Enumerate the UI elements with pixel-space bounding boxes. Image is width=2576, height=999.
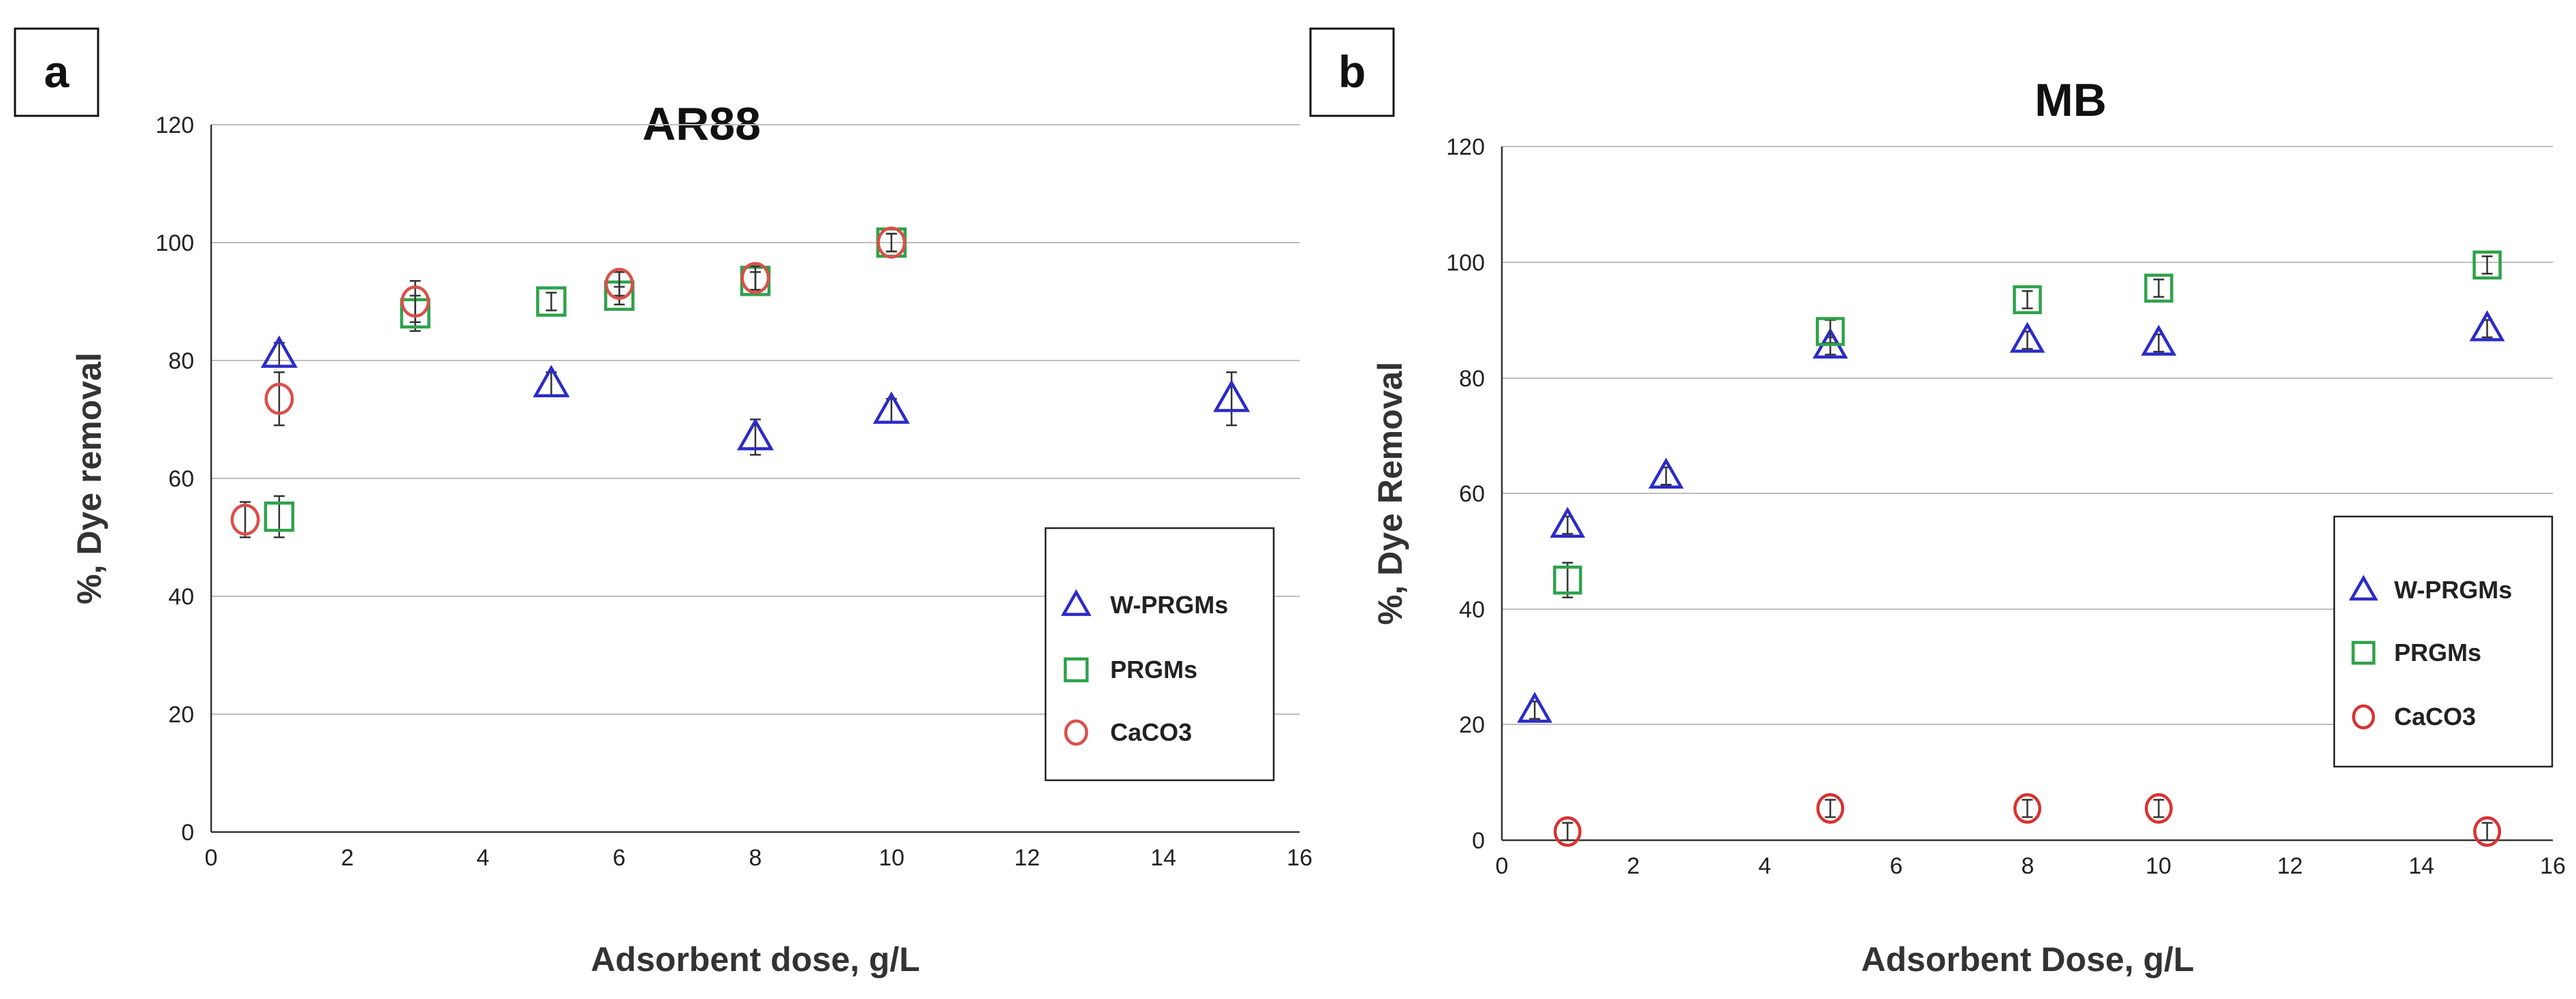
panel-b-y-tick: 60 <box>1459 481 1485 507</box>
data-point-caco3 <box>2013 793 2041 824</box>
data-point-w-prgms <box>2141 324 2177 356</box>
panel-a-y-axis-title: %, Dye removal <box>70 352 108 604</box>
panel-b-data-marks <box>1517 250 2505 847</box>
legend-marker-caco3 <box>2352 704 2375 730</box>
legend-marker-prgms <box>1063 657 1089 683</box>
panel-b-x-tick: 12 <box>2277 853 2303 879</box>
panel-b-label: b <box>1338 46 1366 97</box>
data-point-prgms <box>2472 250 2502 280</box>
data-point-w-prgms <box>2469 310 2505 341</box>
panel-a-y-tick: 20 <box>168 702 194 728</box>
panel-a-x-tick: 6 <box>613 845 626 871</box>
panel-a-x-tick: 16 <box>1287 845 1313 871</box>
panel-b-legend: W-PRGMs PRGMs CaCO3 <box>2333 515 2554 768</box>
panel-b-y-tick: 120 <box>1446 134 1485 160</box>
panel-b-title: MB <box>2035 74 2107 126</box>
panel-b-x-tick: 4 <box>1759 853 1772 879</box>
data-point-caco3 <box>264 382 294 415</box>
panel-a-y-tick: 80 <box>168 348 194 374</box>
data-point-w-prgms <box>2009 322 2045 353</box>
panel-a-y-tick: 100 <box>155 230 194 256</box>
legend-marker-w-prgms <box>2349 574 2378 601</box>
panel-a-x-tick: 2 <box>341 845 354 871</box>
panel-b-y-tick: 40 <box>1459 597 1485 623</box>
panel-b-y-axis-title: %, Dye Removal <box>1371 362 1409 625</box>
panel-b-gridlines <box>1502 146 2553 725</box>
data-point-w-prgms <box>260 335 298 368</box>
panel-a-x-tick: 8 <box>749 845 762 871</box>
data-point-caco3 <box>230 504 260 536</box>
panel-b-y-tick: 100 <box>1446 250 1485 276</box>
panel-b-y-tick: 0 <box>1472 828 1485 854</box>
data-point-w-prgms <box>1648 457 1684 489</box>
legend-label-w-prgms: W-PRGMs <box>1110 591 1228 619</box>
data-point-w-prgms <box>533 365 570 397</box>
panel-b-y-tick: 20 <box>1459 712 1485 738</box>
panel-a: a AR88 0 2 4 6 8 10 12 14 16 0 20 40 60 … <box>14 27 1313 979</box>
legend-marker-w-prgms <box>1061 589 1092 616</box>
data-point-caco3 <box>400 286 430 318</box>
panel-a-x-tick: 4 <box>477 845 490 871</box>
data-point-w-prgms <box>1517 692 1553 723</box>
data-point-caco3 <box>1816 793 1844 824</box>
legend-marker-prgms <box>2351 641 2376 665</box>
panel-a-legend: W-PRGMs PRGMs CaCO3 <box>1044 527 1275 782</box>
legend-swatch-prgms <box>1063 657 1089 683</box>
data-point-caco3 <box>604 268 634 300</box>
panel-b: b MB 0 2 4 6 8 10 12 14 16 0 20 40 60 80… <box>1309 27 2566 979</box>
legend-label-prgms: PRGMs <box>2394 639 2481 666</box>
data-point-prgms <box>2013 285 2042 315</box>
panel-b-x-tick: 10 <box>2146 853 2171 879</box>
panel-b-x-tick: 14 <box>2408 853 2434 879</box>
data-point-w-prgms <box>736 418 774 450</box>
legend-label-caco3: CaCO3 <box>2394 703 2476 731</box>
data-point-w-prgms <box>1550 506 1586 538</box>
panel-a-x-tick: 10 <box>879 845 905 871</box>
data-point-prgms <box>264 501 295 532</box>
legend-swatch-caco3 <box>1064 719 1088 746</box>
legend-label-w-prgms: W-PRGMs <box>2394 576 2512 604</box>
data-point-w-prgms <box>1213 380 1251 412</box>
data-point-caco3 <box>877 226 907 259</box>
data-point-caco3 <box>2144 793 2173 824</box>
panel-a-label-box <box>14 27 99 117</box>
panel-a-x-axis-title: Adsorbent dose, g/L <box>591 940 920 979</box>
legend-swatch-caco3 <box>2352 704 2375 730</box>
panel-b-x-tick: 16 <box>2540 853 2566 879</box>
legend-swatch-w-prgms <box>2349 574 2378 601</box>
data-point-prgms <box>1815 317 1845 346</box>
panel-b-x-tick: 2 <box>1627 853 1640 879</box>
panel-b-y-tick: 80 <box>1459 366 1485 392</box>
data-point-caco3 <box>2473 816 2502 847</box>
panel-a-y-tick: 60 <box>168 466 194 492</box>
panel-b-x-tick: 6 <box>1890 853 1903 879</box>
panel-a-x-tick: 0 <box>205 845 218 871</box>
panel-a-data-marks <box>230 226 1251 538</box>
legend-marker-caco3 <box>1064 719 1088 746</box>
panel-b-x-tick: 0 <box>1496 853 1509 879</box>
legend-swatch-w-prgms <box>1061 589 1092 616</box>
panel-a-y-tick: 0 <box>181 820 194 846</box>
panel-b-label-box <box>1309 27 1395 117</box>
data-point-prgms <box>1553 566 1582 595</box>
panel-a-y-tick: 40 <box>168 584 194 610</box>
data-point-prgms <box>536 286 567 317</box>
panel-a-x-tick: 14 <box>1150 845 1176 871</box>
legend-label-caco3: CaCO3 <box>1110 718 1192 746</box>
panel-a-label: a <box>44 46 70 97</box>
data-point-prgms <box>2144 273 2173 303</box>
panel-b-x-axis-title: Adsorbent Dose, g/L <box>1862 940 2195 979</box>
data-point-caco3 <box>740 262 770 294</box>
legend-label-prgms: PRGMs <box>1110 656 1197 683</box>
legend-swatch-prgms <box>2351 641 2376 665</box>
panel-a-y-tick: 120 <box>155 112 194 138</box>
panel-b-x-tick: 8 <box>2022 853 2035 879</box>
data-point-w-prgms <box>873 391 910 424</box>
data-point-caco3 <box>1553 816 1582 847</box>
panel-a-x-tick: 12 <box>1014 845 1040 871</box>
